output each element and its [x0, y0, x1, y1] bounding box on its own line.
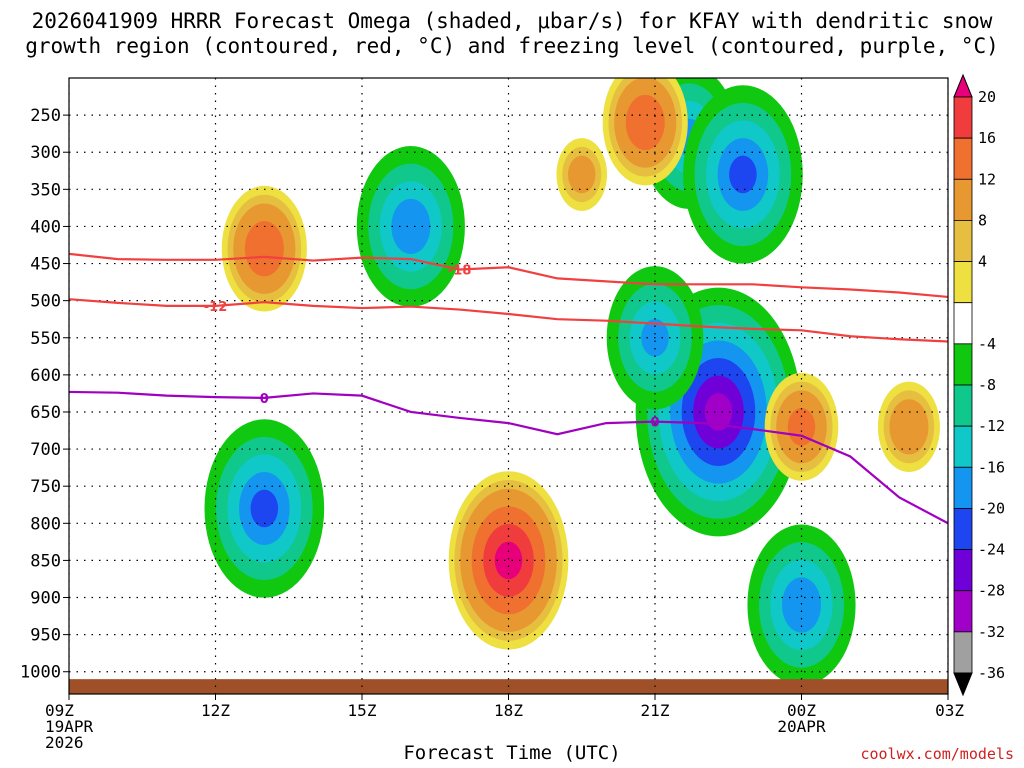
y-tick-label-300: 300 [30, 143, 61, 163]
descent-region-8 [448, 471, 569, 650]
x-tick-label-00Z: 00Z [787, 701, 816, 720]
x-axis-title: Forecast Time (UTC) [403, 742, 621, 764]
contour-minus12 [69, 298, 948, 343]
site-credit: coolwx.com/models [860, 745, 1014, 763]
y-tick-label-800: 800 [30, 514, 61, 534]
x-tick-year-09Z: 2026 [45, 733, 84, 752]
x-tick-label-03Z: 03Z [935, 701, 964, 720]
x-tick-label-09Z: 09Z [45, 701, 74, 720]
y-tick-label-350: 350 [30, 180, 61, 200]
colorbar-label-20: 20 [978, 88, 996, 106]
colorbar-bin-1 [953, 96, 973, 139]
y-tick-label-250: 250 [30, 106, 61, 126]
colorbar-bin-11 [953, 508, 973, 550]
colorbar-bin-14 [953, 631, 973, 674]
y-tick-label-1000: 1000 [20, 663, 61, 683]
colorbar-label-minus4: -4 [978, 335, 996, 353]
x-tick-date-00Z: 20APR [777, 717, 826, 736]
x-tick-date-09Z: 19APR [45, 717, 94, 736]
colorbar-label-4: 4 [978, 253, 987, 271]
x-tick-label-21Z: 21Z [641, 701, 670, 720]
colorbar-bin-8 [953, 384, 973, 427]
contour-label-minus18: -18 [448, 263, 472, 278]
x-tick-label-18Z: 18Z [494, 701, 523, 720]
colorbar-bin-13 [953, 590, 973, 633]
colorbar-bin-2 [953, 137, 973, 180]
ascent-region-2 [356, 146, 465, 307]
descent-region-9 [556, 138, 608, 211]
colorbar: 20 16 12 8 4 -4 -8 -12 -16 -20 -24 -28 -32 -36 [953, 73, 1005, 697]
descent-region-12 [877, 381, 940, 473]
y-tick-label-950: 950 [30, 626, 61, 646]
colorbar-label-minus28: -28 [978, 582, 1005, 600]
y-tick-label-650: 650 [30, 403, 61, 423]
colorbar-label-minus24: -24 [978, 541, 1005, 559]
ascent-region-1 [204, 419, 325, 598]
colorbar-label-16: 16 [978, 129, 996, 147]
x-tick-label-12Z: 12Z [201, 701, 230, 720]
y-tick-label-900: 900 [30, 589, 61, 609]
colorbar-label-minus12: -12 [978, 417, 1005, 435]
y-tick-label-550: 550 [30, 329, 61, 349]
y-tick-label-700: 700 [30, 440, 61, 460]
colorbar-bin-9 [953, 425, 973, 468]
colorbar-bin-4 [953, 220, 973, 262]
colorbar-label-minus32: -32 [978, 623, 1005, 641]
colorbar-label-minus36: -36 [978, 664, 1005, 682]
colorbar-label-12: 12 [978, 170, 996, 188]
contour-label-0-2: 0 [650, 416, 659, 431]
x-tick-label-15Z: 15Z [348, 701, 377, 720]
contour-0 [69, 390, 948, 525]
colorbar-bin-3 [953, 178, 973, 221]
y-tick-label-450: 450 [30, 255, 61, 275]
colorbar-bin-10 [953, 466, 973, 509]
colorbar-label-minus16: -16 [978, 458, 1005, 476]
plot-area: -18 -12 0 0 [69, 78, 948, 694]
colorbar-label-minus20: -20 [978, 499, 1005, 517]
y-tick-label-500: 500 [30, 292, 61, 312]
contour-minus18 [69, 252, 948, 299]
chart-title-line2: growth region (contoured, red, °C) and f… [25, 34, 999, 58]
ascent-region-6 [747, 524, 856, 686]
colorbar-bin-7 [953, 343, 973, 386]
colorbar-top-arrow [953, 73, 973, 98]
contour-label-minus12: -12 [204, 300, 228, 315]
colorbar-bin-12 [953, 549, 973, 592]
y-tick-label-600: 600 [30, 366, 61, 386]
chart-title-line1: 2026041909 HRRR Forecast Omega (shaded, … [31, 9, 993, 33]
colorbar-bin-5 [953, 261, 973, 304]
descent-region-7 [221, 185, 307, 312]
colorbar-label-8: 8 [978, 211, 987, 229]
colorbar-bin-6 [953, 302, 973, 345]
colorbar-label-minus8: -8 [978, 376, 996, 394]
colorbar-bottom-arrow [953, 672, 973, 697]
ascent-region-4 [683, 85, 803, 264]
y-tick-label-750: 750 [30, 477, 61, 497]
y-tick-label-850: 850 [30, 551, 61, 571]
contour-label-0: 0 [260, 392, 269, 407]
descent-region-11 [764, 372, 839, 481]
y-tick-label-400: 400 [30, 217, 61, 237]
